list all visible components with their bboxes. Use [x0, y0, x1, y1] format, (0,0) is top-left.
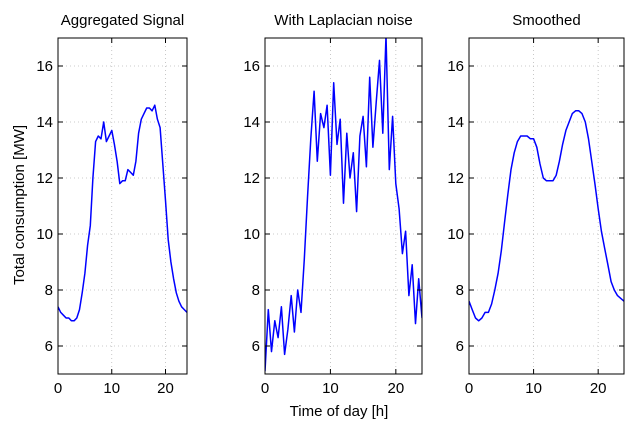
subplot-title: With Laplacian noise [274, 12, 412, 29]
subplot-panels: 0 10 20 6 8 10 12 14 16 Aggregated Signal 0 10 20 6 8 1… [36, 12, 625, 397]
x-tick-label: 0 [261, 380, 269, 397]
subplot-2: 0 10 20 6 8 10 12 14 16 With Laplacian noise [243, 12, 423, 397]
y-tick-label: 16 [447, 58, 464, 75]
x-axis-label: Time of day [h] [290, 403, 389, 420]
subplot-title: Aggregated Signal [61, 12, 184, 29]
x-tick-label: 10 [322, 380, 339, 397]
y-tick-label: 6 [252, 338, 260, 355]
x-tick-label: 0 [465, 380, 473, 397]
y-tick-label: 10 [36, 226, 53, 243]
plot-frame [57, 37, 188, 375]
y-tick-label: 8 [252, 282, 260, 299]
subplot-3: 0 10 20 6 8 10 12 14 16 Smoothed [447, 12, 625, 397]
y-tick-label: 12 [36, 170, 53, 187]
y-tick-label: 8 [456, 282, 464, 299]
x-tick-label: 20 [590, 380, 607, 397]
y-tick-label: 12 [243, 170, 260, 187]
series-line [58, 104, 187, 322]
y-tick-label: 14 [243, 114, 260, 131]
y-tick-label: 6 [456, 338, 464, 355]
x-tick-label: 20 [157, 380, 174, 397]
x-tick-label: 10 [525, 380, 542, 397]
y-tick-label: 10 [447, 226, 464, 243]
x-tick-label: 20 [387, 380, 404, 397]
y-tick-label: 6 [45, 338, 53, 355]
x-tick-label: 10 [103, 380, 120, 397]
series-line [469, 110, 624, 322]
y-tick-label: 8 [45, 282, 53, 299]
x-tick-label: 0 [54, 380, 62, 397]
subplot-1: 0 10 20 6 8 10 12 14 16 Aggregated Signal [36, 12, 188, 397]
plot-frame [468, 37, 625, 375]
plot-frame [264, 37, 423, 375]
y-tick-label: 16 [243, 58, 260, 75]
y-axis-label: Total consumption [MW] [11, 125, 28, 285]
y-tick-label: 12 [447, 170, 464, 187]
y-tick-label: 10 [243, 226, 260, 243]
y-tick-label: 14 [447, 114, 464, 131]
y-tick-label: 14 [36, 114, 53, 131]
subplot-title: Smoothed [512, 12, 580, 29]
series-line [265, 38, 422, 372]
y-tick-label: 16 [36, 58, 53, 75]
